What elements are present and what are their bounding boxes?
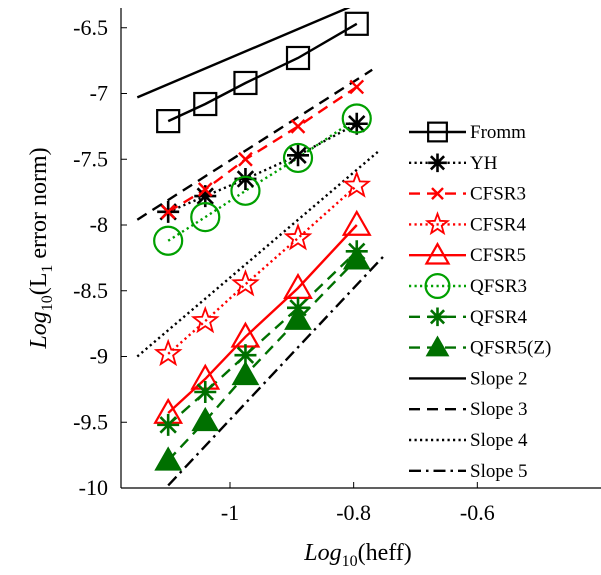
x-tick-label: -0.6: [460, 500, 495, 525]
series-line-slope-3: [136, 68, 373, 221]
data-point: [344, 11, 369, 36]
legend-marker: [431, 187, 444, 200]
data-point: [160, 204, 176, 220]
data-point: [194, 381, 217, 404]
y-tick-label: -7.5: [73, 146, 108, 171]
y-tick-label: -8: [90, 212, 108, 237]
y-tick-label: -7: [90, 81, 108, 106]
x-tick-label: -1: [221, 500, 239, 525]
x-axis-label-sub: 10: [342, 553, 358, 570]
y-axis-label-tail: error norm): [26, 147, 52, 264]
markers-layer: [153, 11, 372, 471]
y-axis-label-sub: 10: [39, 295, 56, 311]
legend-label: YH: [470, 153, 498, 174]
data-point: [153, 225, 184, 256]
data-point: [234, 167, 257, 190]
data-point: [197, 182, 213, 197]
data-point: [190, 305, 220, 334]
legend-marker: [428, 153, 447, 173]
data-point: [290, 119, 306, 134]
y-axis-label: Log10(L1 error norm): [26, 147, 56, 349]
data-point: [190, 202, 221, 233]
legend-label: CFSR4: [470, 214, 526, 235]
series-line-fromm: [167, 22, 358, 123]
legend-label: Slope 5: [470, 461, 528, 482]
series-line-yh: [167, 122, 358, 214]
y-axis-label-main: Log: [26, 311, 52, 349]
y-tick-label: -10: [79, 475, 108, 500]
legend-marker: [427, 121, 448, 143]
y-tick-label: -9.5: [73, 409, 108, 434]
legend-label: Slope 2: [470, 368, 528, 389]
series-line-qfsr3: [167, 117, 358, 242]
data-point: [234, 344, 257, 367]
data-point: [341, 103, 372, 134]
data-point: [233, 70, 258, 96]
y-tick-label: -8.5: [73, 278, 108, 303]
legend-marker: [428, 307, 447, 327]
data-point: [283, 223, 313, 251]
data-point: [349, 79, 365, 95]
x-axis-label-tail: (heff): [358, 540, 412, 566]
legend-label: QFSR5(Z): [470, 338, 551, 359]
legend-label: CFSR3: [470, 184, 526, 205]
data-point: [154, 446, 183, 471]
x-axis-label-main: Log: [303, 540, 341, 566]
data-point: [285, 45, 311, 71]
legend-marker: [424, 241, 451, 265]
y-axis-label-sub2: 1: [39, 265, 56, 273]
data-point: [153, 338, 183, 367]
data-point: [284, 305, 312, 330]
legend-label: QFSR3: [470, 276, 527, 297]
legend-marker: [424, 273, 451, 300]
series-layer: [136, 8, 386, 487]
data-point: [193, 91, 218, 117]
series-line-qfsr4: [167, 250, 358, 426]
legend-label: CFSR5: [470, 245, 526, 266]
axes: -10 -9.5 -9 -8.5 -8 -7.5 -7 -6.5 -1 -0.8 -0.6: [73, 8, 601, 525]
legend-label: QFSR4: [470, 307, 528, 328]
series-line-cfsr4: [167, 184, 358, 355]
data-point: [194, 185, 217, 208]
y-axis-label-mid: (L: [26, 273, 52, 296]
data-point: [191, 406, 220, 432]
data-point: [231, 269, 260, 297]
series-line-cfsr5: [167, 224, 358, 414]
data-point: [342, 245, 371, 270]
data-point: [157, 413, 180, 436]
data-point: [282, 142, 314, 174]
data-point: [230, 175, 261, 206]
series-line-slope-5: [167, 254, 386, 487]
data-point: [342, 170, 372, 198]
data-point: [231, 360, 260, 386]
data-point: [341, 209, 372, 236]
y-tick-label: -9: [90, 344, 108, 369]
legend-label: Slope 4: [470, 430, 528, 451]
legend-marker: [425, 335, 450, 357]
y-tick-label: -6.5: [73, 15, 108, 40]
legend-label: Slope 3: [470, 399, 528, 420]
legend-marker: [424, 211, 451, 236]
x-axis-label: Log10(heff): [303, 540, 412, 570]
legend-label: Fromm: [470, 122, 526, 143]
series-line-slope-2: [136, 8, 351, 99]
series-line-cfsr3: [167, 85, 358, 213]
data-point: [156, 109, 181, 134]
data-point: [287, 144, 310, 167]
x-tick-label: -0.8: [336, 500, 371, 525]
legend: Fromm YH CFSR3 CFSR4 CFSR5 QFSR3 QFSR4 QFSR5(Z)…: [409, 121, 551, 482]
data-point: [345, 112, 368, 135]
data-point: [238, 151, 253, 167]
